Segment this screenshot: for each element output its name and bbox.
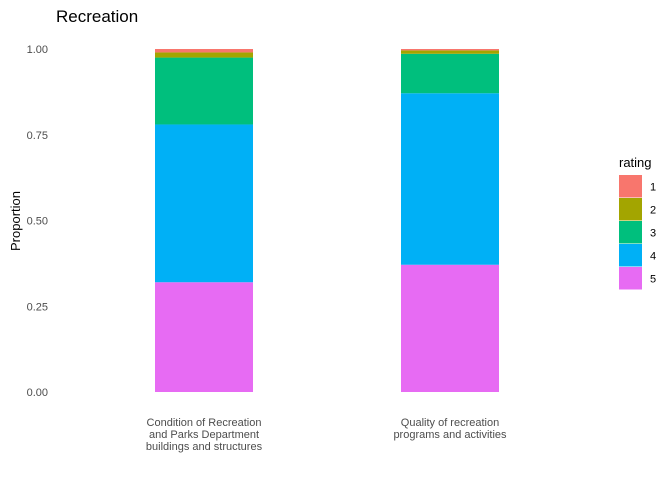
bar-segment-rating-5: [401, 264, 499, 392]
bar-segment-rating-2: [155, 52, 253, 58]
bar-stack: [155, 49, 253, 392]
chart-title: Recreation: [56, 7, 138, 26]
legend-key-2: [619, 198, 642, 221]
bar-segment-rating-4: [401, 93, 499, 265]
bar-segment-rating-3: [155, 57, 253, 125]
x-tick-labels: Condition of Recreation and Parks Departm…: [146, 417, 507, 453]
legend-label: 4: [650, 251, 656, 263]
bar-segment-rating-1: [401, 49, 499, 51]
y-tick-label: 1.00: [27, 44, 48, 56]
y-tick-label: 0.00: [27, 387, 48, 399]
y-tick-label: 0.75: [27, 130, 48, 142]
legend-key-3: [619, 221, 642, 244]
legend: rating 1 2 3 4 5: [619, 155, 656, 290]
legend-label: 5: [650, 274, 656, 286]
legend-label: 1: [650, 182, 656, 194]
legend-key-1: [619, 175, 642, 198]
legend-key-5: [619, 267, 642, 290]
y-axis-title: Proportion: [8, 191, 23, 251]
bar-segment-rating-1: [155, 49, 253, 53]
bar-segment-rating-4: [155, 124, 253, 283]
y-tick-labels: 0.00 0.25 0.50 0.75 1.00: [27, 44, 48, 399]
legend-label: 3: [650, 228, 656, 240]
legend-title: rating: [619, 155, 652, 170]
legend-key-4: [619, 244, 642, 267]
y-tick-label: 0.50: [27, 216, 48, 228]
legend-label: 2: [650, 205, 656, 217]
x-tick-label: Quality of recreation programs and activi…: [393, 417, 507, 441]
bar-segment-rating-2: [401, 50, 499, 54]
x-tick-label: Condition of Recreation and Parks Departm…: [146, 417, 263, 453]
y-tick-label: 0.25: [27, 301, 48, 313]
bar-stack: [401, 49, 499, 392]
bar-segment-rating-5: [155, 282, 253, 392]
bar-segment-rating-3: [401, 53, 499, 94]
bar-stacks: [155, 49, 499, 392]
